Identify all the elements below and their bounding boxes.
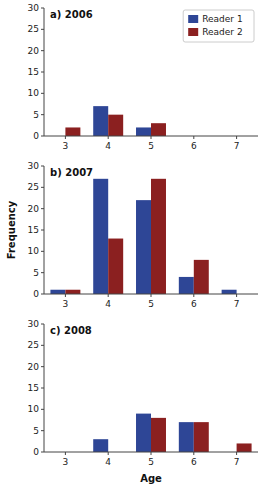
x-tick-label: 5 [148, 299, 154, 309]
legend-swatch [188, 15, 198, 23]
x-tick [151, 452, 152, 455]
y-axis [44, 324, 45, 452]
bar [179, 422, 194, 452]
bar [108, 115, 123, 136]
y-tick-label: 0 [33, 447, 39, 457]
bar [65, 290, 80, 294]
y-tick-label: 20 [28, 362, 40, 372]
x-tick-label: 7 [234, 457, 240, 467]
bar [136, 200, 151, 294]
y-tick-label: 30 [28, 3, 40, 13]
x-tick-label: 6 [191, 141, 197, 151]
x-tick-label: 6 [191, 457, 197, 467]
x-tick [236, 136, 237, 139]
bar [151, 123, 166, 136]
x-tick-label: 5 [148, 457, 154, 467]
panel-title: c) 2008 [50, 325, 92, 336]
y-tick-label: 25 [28, 340, 39, 350]
bar [151, 418, 166, 452]
legend: Reader 1 Reader 2 [183, 10, 254, 42]
x-tick [236, 452, 237, 455]
bars [50, 179, 236, 294]
y-tick-label: 10 [28, 88, 40, 98]
bar [93, 179, 108, 294]
x-tick-label: 3 [63, 141, 69, 151]
x-tick [65, 136, 66, 139]
bar [194, 422, 209, 452]
y-tick-label: 15 [28, 67, 39, 77]
bar [136, 414, 151, 452]
x-tick [236, 294, 237, 297]
y-tick-label: 5 [33, 426, 39, 436]
bar [65, 127, 80, 136]
bars [65, 106, 166, 136]
x-tick [193, 136, 194, 139]
y-tick-label: 20 [28, 46, 40, 56]
y-tick-label: 5 [33, 110, 39, 120]
x-tick [193, 294, 194, 297]
panel: 0 5 10 15 20 25 30 3 4 5 6 7 a) 2006 Reader 1 Reader 2 [28, 3, 258, 151]
bar [93, 439, 108, 452]
bar [237, 443, 252, 452]
y-axis-label: Frequency [6, 200, 17, 259]
figure: 05101520253034567a) 2006Reader 1Reader 2… [0, 0, 264, 500]
y-tick-label: 10 [28, 404, 40, 414]
bar [108, 239, 123, 294]
bar [136, 127, 151, 136]
bar [194, 260, 209, 294]
panel: 0 5 10 15 20 25 30 3 4 5 6 7 b) 2007 [28, 161, 258, 309]
x-tick [65, 294, 66, 297]
y-axis [44, 8, 45, 136]
x-tick-label: 4 [105, 457, 111, 467]
y-axis [44, 166, 45, 294]
y-tick-label: 10 [28, 246, 40, 256]
legend-box [183, 10, 254, 42]
panel-title: a) 2006 [50, 9, 93, 20]
x-tick [108, 136, 109, 139]
bar [50, 290, 65, 294]
x-tick [151, 294, 152, 297]
x-tick [108, 294, 109, 297]
x-tick [151, 136, 152, 139]
x-tick-label: 4 [105, 299, 111, 309]
x-tick-label: 3 [63, 299, 69, 309]
panel: 0 5 10 15 20 25 30 3 4 5 6 7 c) 2008 Age [28, 319, 258, 484]
x-tick-label: 5 [148, 141, 154, 151]
x-tick-label: 3 [63, 457, 69, 467]
x-axis-label: Age [140, 473, 162, 484]
y-tick-label: 15 [28, 383, 39, 393]
y-tick-label: 15 [28, 225, 39, 235]
x-tick-label: 7 [234, 141, 240, 151]
legend-label: Reader 1 [202, 14, 242, 24]
legend-label: Reader 2 [202, 27, 242, 37]
y-tick-label: 0 [33, 289, 39, 299]
bar [222, 290, 237, 294]
y-tick-label: 5 [33, 268, 39, 278]
x-tick-label: 6 [191, 299, 197, 309]
bars [93, 414, 251, 452]
legend-swatch [188, 28, 198, 36]
y-tick-label: 20 [28, 204, 40, 214]
y-tick-label: 25 [28, 24, 39, 34]
bar [179, 277, 194, 294]
y-tick-label: 30 [28, 161, 40, 171]
x-tick [108, 452, 109, 455]
x-tick-label: 4 [105, 141, 111, 151]
bar [151, 179, 166, 294]
y-tick-label: 25 [28, 182, 39, 192]
background [0, 0, 264, 500]
x-tick [193, 452, 194, 455]
y-tick-label: 0 [33, 131, 39, 141]
y-tick-label: 30 [28, 319, 40, 329]
bar [93, 106, 108, 136]
panel-title: b) 2007 [50, 167, 93, 178]
x-tick-label: 7 [234, 299, 240, 309]
x-tick [65, 452, 66, 455]
